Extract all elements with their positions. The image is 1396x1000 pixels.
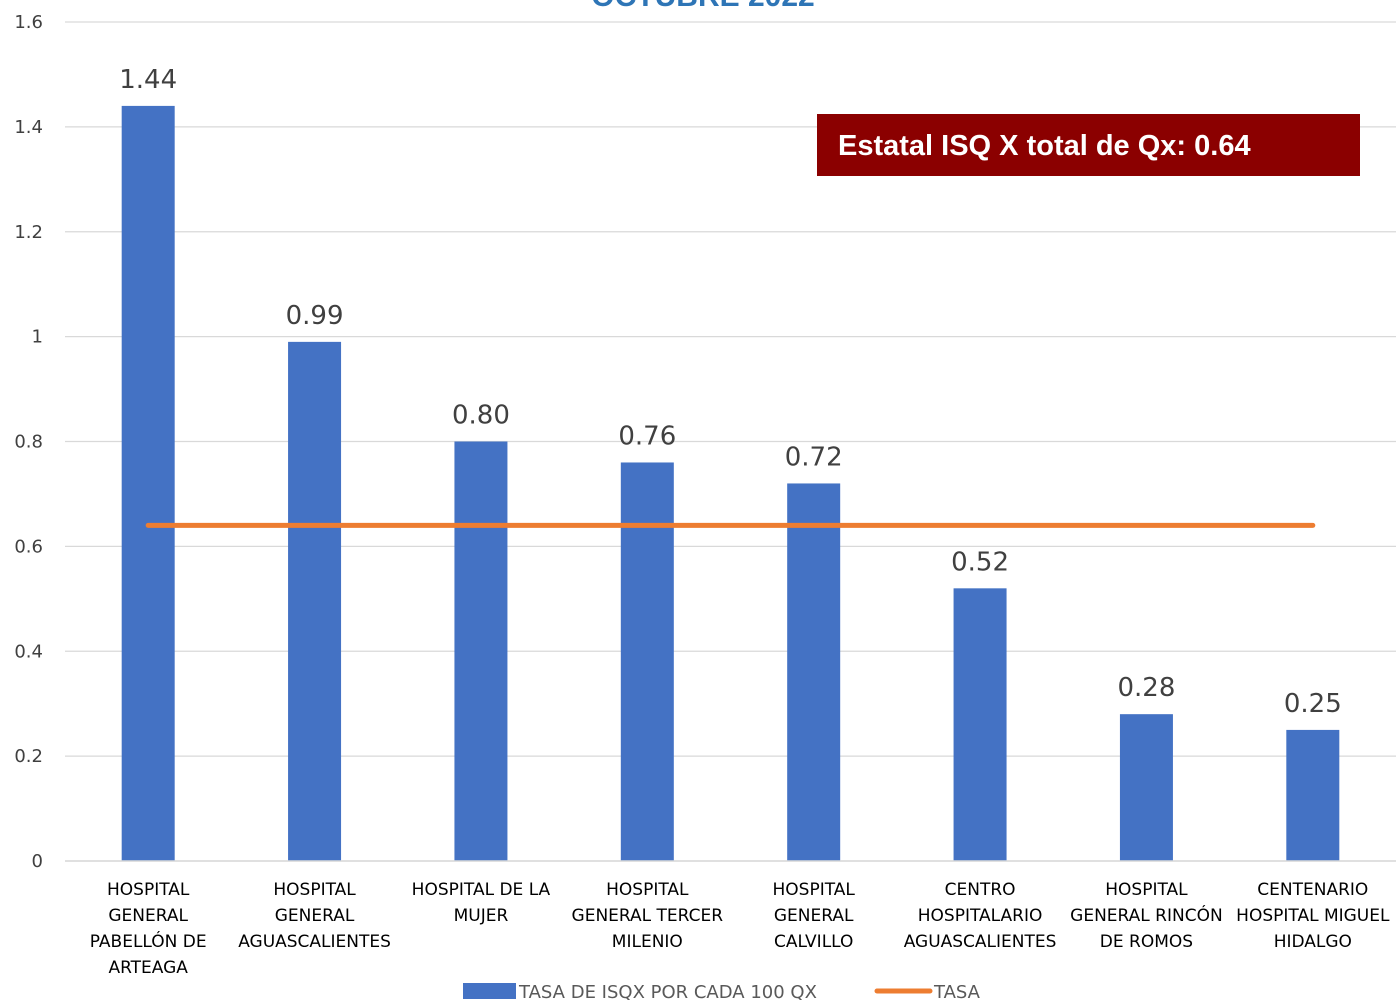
x-tick-label: HOSPITAL GENERAL PABELLÓN DE ARTEAGA — [90, 880, 207, 978]
annotation-box: Estatal ISQ X total de Qx: 0.64 — [817, 114, 1360, 176]
x-tick-label: CENTRO HOSPITALARIO AGUASCALIENTES — [904, 880, 1057, 952]
x-tick-label: HOSPITAL GENERAL CALVILLO — [772, 880, 855, 952]
data-label: 0.72 — [785, 442, 843, 472]
bar — [454, 441, 508, 861]
data-label: 0.28 — [1117, 673, 1175, 703]
y-tick-label: 0 — [32, 851, 43, 872]
legend: TASA DE ISQX POR CADA 100 QX TASA — [463, 982, 981, 1000]
legend-label-line: TASA — [933, 982, 981, 1000]
bar — [787, 483, 841, 861]
x-tick-label: HOSPITAL GENERAL AGUASCALIENTES — [238, 880, 391, 952]
bar — [953, 588, 1007, 861]
x-tick-label: HOSPITAL GENERAL RINCÓN DE ROMOS — [1070, 880, 1223, 952]
y-tick-label: 1.2 — [14, 222, 43, 243]
gridlines — [65, 21, 1396, 862]
data-label: 0.76 — [618, 421, 676, 451]
data-label: 0.99 — [286, 301, 344, 331]
bar-series — [121, 105, 1340, 861]
annotation-background — [817, 114, 1360, 176]
data-label: 0.25 — [1284, 689, 1342, 719]
y-tick-label: 1.6 — [14, 12, 43, 33]
y-tick-label: 1.4 — [14, 117, 43, 138]
legend-swatch-bar — [463, 983, 516, 999]
annotation-text: Estatal ISQ X total de Qx: 0.64 — [838, 130, 1251, 162]
data-label: 0.80 — [452, 401, 510, 431]
chart-title: OCTUBRE 2022 — [591, 0, 814, 13]
legend-label-bar: TASA DE ISQX POR CADA 100 QX — [518, 982, 817, 1000]
x-tick-label: HOSPITAL DE LA MUJER — [412, 880, 551, 926]
y-tick-label: 1 — [32, 327, 43, 348]
bar — [1286, 729, 1340, 861]
y-tick-label: 0.4 — [14, 641, 43, 662]
data-label: 1.44 — [119, 65, 177, 95]
y-tick-label: 0.2 — [14, 746, 43, 767]
x-axis: HOSPITAL GENERAL PABELLÓN DE ARTEAGA HOSPITA… — [65, 860, 1396, 978]
bar — [121, 105, 175, 861]
y-axis: 0 0.2 0.4 0.6 0.8 1 1.2 1.4 1.6 — [14, 12, 43, 872]
y-tick-label: 0.8 — [14, 432, 43, 453]
bar — [1119, 714, 1173, 861]
x-tick-label: HOSPITAL GENERAL TERCER MILENIO — [572, 880, 724, 952]
x-tick-label: CENTENARIO HOSPITAL MIGUEL HIDALGO — [1236, 880, 1390, 952]
data-labels: 1.44 0.99 0.80 0.76 0.72 0.52 0.28 0.25 — [119, 65, 1342, 719]
y-tick-label: 0.6 — [14, 536, 43, 557]
bar — [620, 462, 674, 861]
data-label: 0.52 — [951, 547, 1009, 577]
bar — [288, 341, 342, 861]
